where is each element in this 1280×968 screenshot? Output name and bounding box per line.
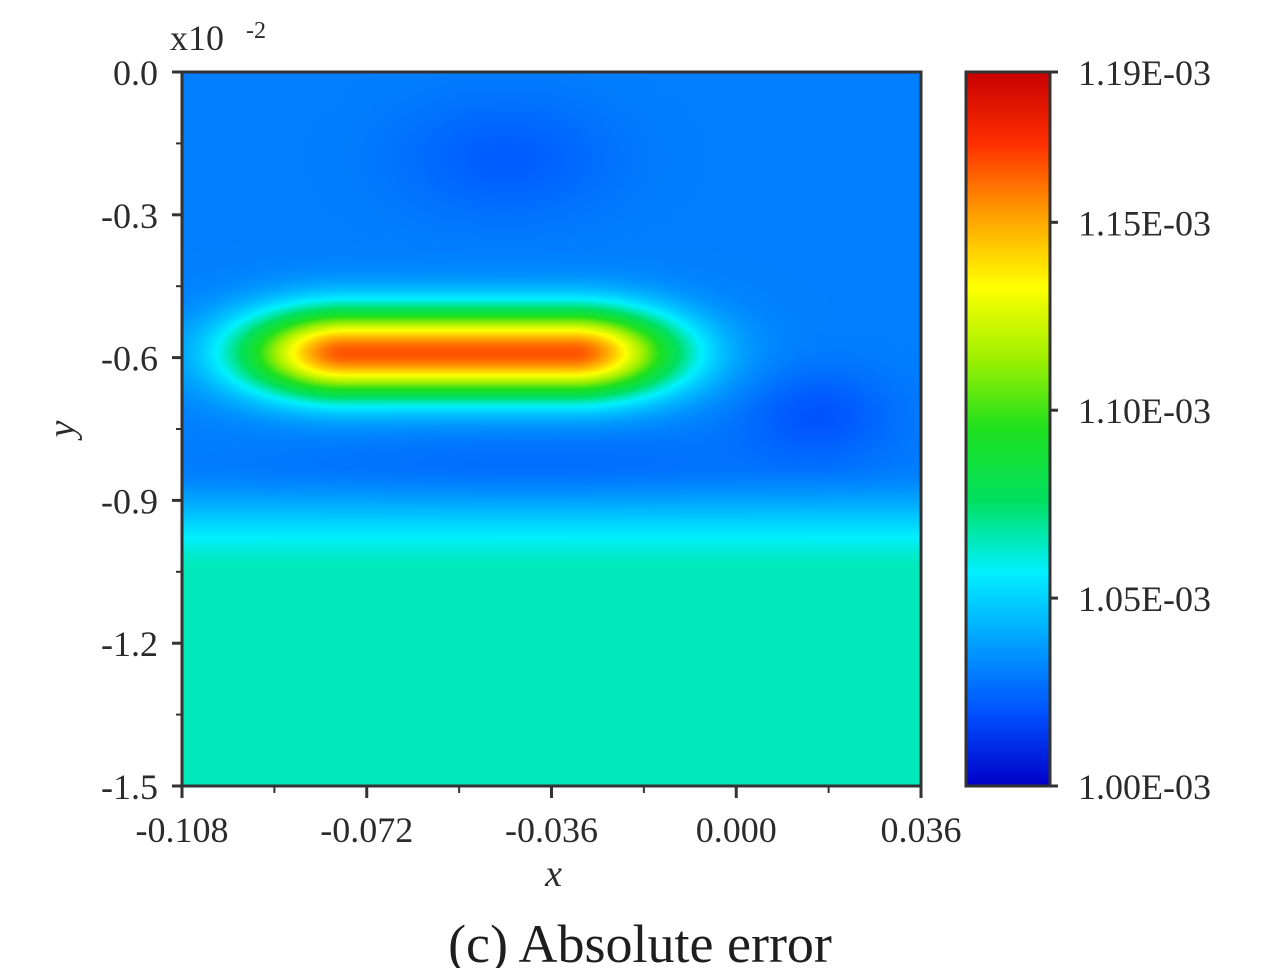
- colorbar-frame: [964, 70, 1052, 788]
- colorbar-tick-label: 1.10E-03: [1078, 391, 1211, 431]
- y-tick-label: -0.9: [101, 481, 158, 521]
- y-tick-label: 0.0: [113, 53, 158, 93]
- heatmap-field: [182, 72, 921, 786]
- colorbar-gradient: [966, 72, 1050, 786]
- y-tick-label: -0.3: [101, 196, 158, 236]
- y-tick-label: -1.2: [101, 624, 158, 664]
- x-tick-label: -0.036: [505, 810, 598, 850]
- colorbar-tick-label: 1.05E-03: [1078, 579, 1211, 619]
- x-tick-label: -0.072: [320, 810, 413, 850]
- plot-layer: [182, 72, 921, 786]
- colorbar-tick-label: 1.00E-03: [1078, 767, 1211, 807]
- y-tick-label: -0.6: [101, 339, 158, 379]
- x-tick-label: 0.036: [881, 810, 962, 850]
- x-axis-label: x: [544, 853, 562, 895]
- x-tick-label: -0.108: [136, 810, 229, 850]
- figure-caption: (c) Absolute error: [448, 914, 832, 968]
- y-tick-label: -1.5: [101, 767, 158, 807]
- y-axis-label: y: [41, 420, 83, 441]
- y-multiplier-label: x10: [170, 18, 224, 58]
- axes: -0.108 -0.072 -0.036 0.000 0.036 0.0 -0.3 -0.6 -…: [41, 18, 962, 895]
- x-tick-label: 0.000: [696, 810, 777, 850]
- colorbar-tick-label: 1.19E-03: [1078, 53, 1211, 93]
- colorbar: 1.19E-03 1.15E-03 1.10E-03 1.05E-03 1.00E-03: [964, 53, 1211, 807]
- colorbar-tick-label: 1.15E-03: [1078, 203, 1211, 243]
- y-multiplier-exponent: -2: [246, 18, 266, 44]
